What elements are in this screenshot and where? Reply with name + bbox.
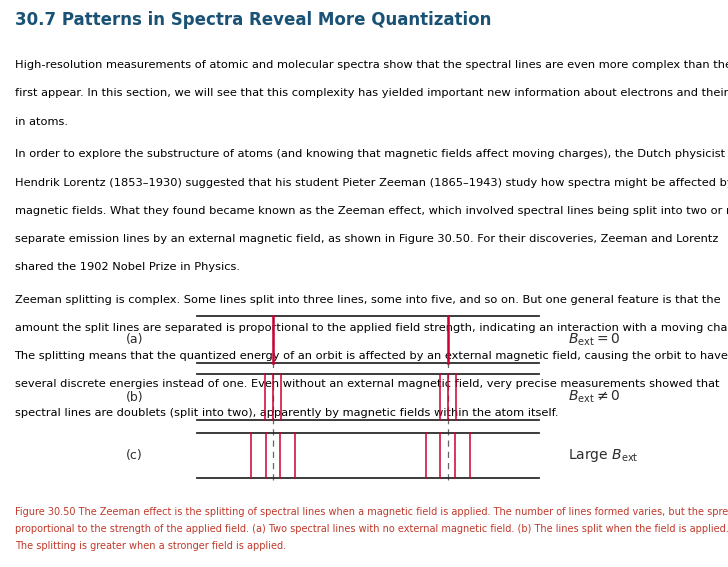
Text: spectral lines are doublets (split into two), apparently by magnetic fields with: spectral lines are doublets (split into … xyxy=(15,408,558,417)
Text: shared the 1902 Nobel Prize in Physics.: shared the 1902 Nobel Prize in Physics. xyxy=(15,262,240,272)
Text: several discrete energies instead of one. Even without an external magnetic fiel: several discrete energies instead of one… xyxy=(15,379,719,390)
Text: separate emission lines by an external magnetic field, as shown in Figure 30.50.: separate emission lines by an external m… xyxy=(15,234,718,244)
Text: Zeeman splitting is complex. Some lines split into three lines, some into five, : Zeeman splitting is complex. Some lines … xyxy=(15,295,720,305)
Text: (a): (a) xyxy=(126,333,143,346)
Text: Figure 30.50 The Zeeman effect is the splitting of spectral lines when a magneti: Figure 30.50 The Zeeman effect is the sp… xyxy=(15,507,728,518)
Text: High-resolution measurements of atomic and molecular spectra show that the spect: High-resolution measurements of atomic a… xyxy=(15,60,728,70)
Text: proportional to the strength of the applied field. (a) Two spectral lines with n: proportional to the strength of the appl… xyxy=(15,524,728,535)
Text: The splitting is greater when a stronger field is applied.: The splitting is greater when a stronger… xyxy=(15,541,285,552)
Text: 30.7 Patterns in Spectra Reveal More Quantization: 30.7 Patterns in Spectra Reveal More Qua… xyxy=(15,11,491,29)
Text: (c): (c) xyxy=(126,448,143,462)
Text: (b): (b) xyxy=(126,391,143,404)
Text: magnetic fields. What they found became known as the Zeeman effect, which involv: magnetic fields. What they found became … xyxy=(15,206,728,216)
Text: amount the split lines are separated is proportional to the applied field streng: amount the split lines are separated is … xyxy=(15,323,728,333)
Text: $B_{\mathrm{ext}} \neq 0$: $B_{\mathrm{ext}} \neq 0$ xyxy=(568,389,620,405)
Text: Hendrik Lorentz (1853–1930) suggested that his student Pieter Zeeman (1865–1943): Hendrik Lorentz (1853–1930) suggested th… xyxy=(15,177,728,188)
Text: first appear. In this section, we will see that this complexity has yielded impo: first appear. In this section, we will s… xyxy=(15,88,728,99)
Text: $B_{\mathrm{ext}} = 0$: $B_{\mathrm{ext}} = 0$ xyxy=(568,332,620,348)
Text: The splitting means that the quantized energy of an orbit is affected by an exte: The splitting means that the quantized e… xyxy=(15,351,728,361)
Text: In order to explore the substructure of atoms (and knowing that magnetic fields : In order to explore the substructure of … xyxy=(15,150,724,159)
Text: Large $B_{\mathrm{ext}}$: Large $B_{\mathrm{ext}}$ xyxy=(568,447,638,464)
Text: in atoms.: in atoms. xyxy=(15,117,68,126)
